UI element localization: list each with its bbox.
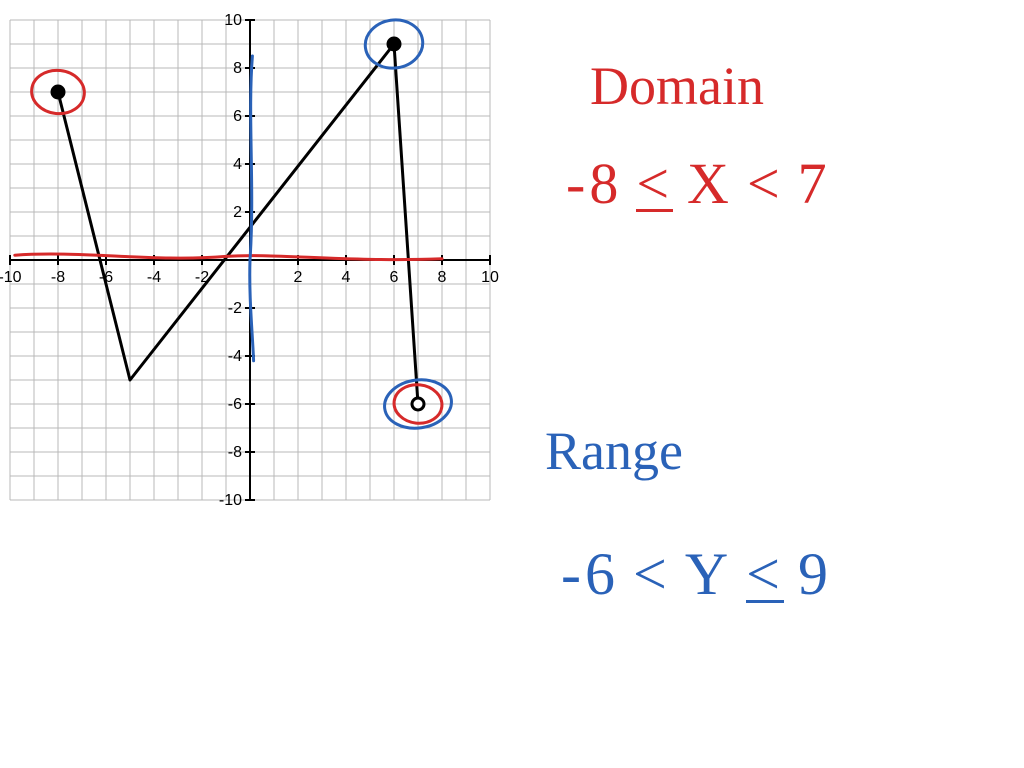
range-expression: -6<Y<9 xyxy=(555,540,838,609)
closed-endpoint xyxy=(388,38,400,50)
domain-expression: -8<X<7 xyxy=(560,150,837,217)
closed-endpoint xyxy=(52,86,64,98)
svg-text:-8: -8 xyxy=(228,444,242,461)
svg-text:6: 6 xyxy=(390,269,399,286)
svg-text:6: 6 xyxy=(233,108,242,125)
graph-svg: -10-8-6-4-2246810-10-8-6-4-2246810 xyxy=(0,0,518,528)
svg-text:-2: -2 xyxy=(228,300,242,317)
blue-yaxis-mark xyxy=(250,56,254,361)
svg-text:2: 2 xyxy=(294,269,303,286)
coordinate-graph: -10-8-6-4-2246810-10-8-6-4-2246810 xyxy=(0,0,518,533)
range-label: Range xyxy=(545,420,683,482)
page-root: -10-8-6-4-2246810-10-8-6-4-2246810 Domai… xyxy=(0,0,1024,768)
svg-text:2: 2 xyxy=(233,204,242,221)
domain-label: Domain xyxy=(590,55,764,117)
svg-text:-6: -6 xyxy=(228,396,242,413)
svg-text:4: 4 xyxy=(342,269,351,286)
svg-text:10: 10 xyxy=(224,12,242,29)
svg-text:8: 8 xyxy=(233,60,242,77)
svg-text:-4: -4 xyxy=(147,269,161,286)
svg-text:10: 10 xyxy=(481,269,499,286)
svg-text:-8: -8 xyxy=(51,269,65,286)
svg-text:-4: -4 xyxy=(228,348,242,365)
svg-text:4: 4 xyxy=(233,156,242,173)
open-endpoint xyxy=(412,398,424,410)
svg-text:-10: -10 xyxy=(219,492,242,509)
svg-text:8: 8 xyxy=(438,269,447,286)
svg-text:-10: -10 xyxy=(0,269,22,286)
red-xaxis-scribble xyxy=(15,254,442,260)
